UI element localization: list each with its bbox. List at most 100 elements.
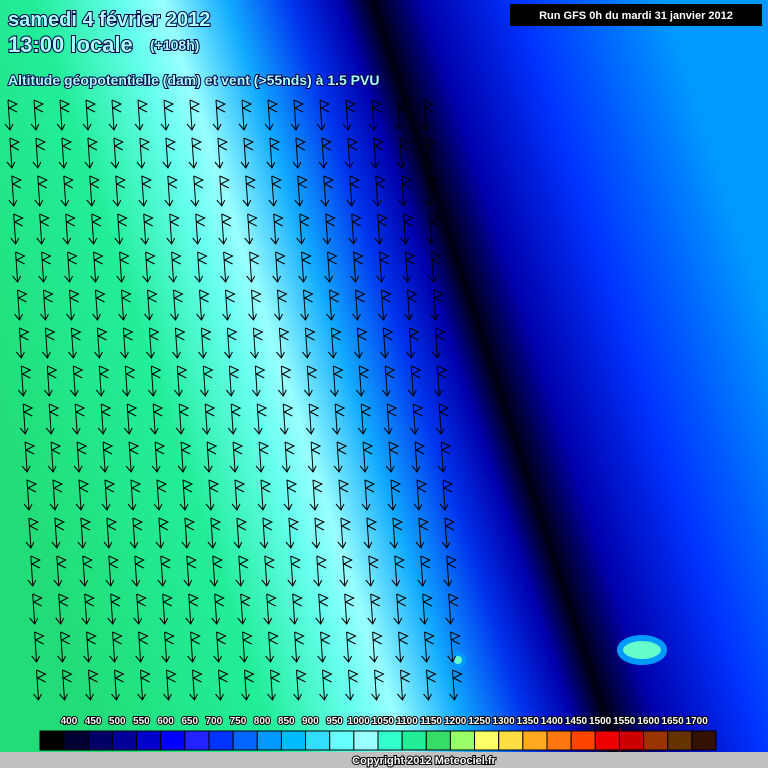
wind-barb [85,669,99,701]
wind-barb [47,441,62,473]
wind-barb [422,137,437,169]
legend-swatch [136,730,162,751]
legend-label: 850 [278,716,295,727]
legend-swatch [522,730,548,751]
wind-barb [149,403,164,435]
wind-barb [326,289,340,321]
wind-barb [291,631,305,663]
wind-barb [170,289,184,321]
wind-barb [328,327,342,359]
wind-barb [95,365,110,397]
wind-barb [420,99,435,131]
legend-label: 600 [157,716,174,727]
wind-barb [235,555,249,587]
wind-barb [380,327,394,359]
wind-barb [303,365,318,397]
wind-barb [136,137,151,169]
wind-barb [163,669,177,701]
wind-barb [363,517,378,549]
wind-barb [10,213,24,245]
run-box [510,4,762,26]
legend-swatch [329,730,355,751]
wind-barb [105,555,119,587]
wind-barb [207,517,222,549]
wind-barb [255,441,270,473]
wind-barb [316,99,331,131]
legend-swatch [256,730,282,751]
wind-barb [406,327,420,359]
legend-label: 1200 [444,716,467,727]
wind-barb [378,289,392,321]
wind-barb [290,99,305,131]
wind-barb [296,213,310,245]
wind-barb [213,631,227,663]
legend-swatch [160,730,186,751]
legend-label: 1250 [468,716,491,727]
wind-barb [268,175,282,207]
wind-barb [402,251,416,283]
wind-barb [75,479,90,511]
wind-barb [283,479,298,511]
wind-barb [343,631,357,663]
wind-barb [109,631,123,663]
wind-barb [212,99,227,131]
wind-barb [224,327,238,359]
wind-barb [233,517,248,549]
wind-barb [346,175,360,207]
legend-label: 1500 [589,716,612,727]
legend-label: 1450 [565,716,588,727]
wind-barb [77,517,92,549]
wind-barb [151,441,166,473]
wind-barb [99,441,114,473]
wind-barb [368,99,383,131]
wind-barb [110,137,125,169]
wind-barb [337,517,352,549]
wind-barb [251,365,266,397]
wind-barb [173,365,188,397]
wind-barb [108,99,123,131]
wind-barb [120,327,134,359]
wind-barb [134,99,149,131]
wind-barb [164,175,178,207]
wind-barb [315,593,329,625]
legend-label: 500 [109,716,126,727]
wind-barb [4,99,19,131]
wind-barb [23,479,38,511]
wind-barb [187,631,201,663]
wind-barb [345,669,359,701]
wind-barb [209,555,223,587]
legend-swatch [594,730,620,751]
run: Run GFS 0h du mardi 31 janvier 2012 [539,10,733,22]
wind-barb [231,479,246,511]
wind-barb [423,669,437,701]
wind-barb [272,251,286,283]
wind-barb [374,213,388,245]
legend-label: 550 [133,716,150,727]
legend-swatch [353,730,379,751]
wind-barb [32,137,47,169]
wind-barb [341,593,355,625]
wind-barb [51,517,66,549]
wind-barb [350,251,364,283]
wind-barb [135,631,149,663]
legend-swatch [425,730,451,751]
wind-barb [225,365,240,397]
wind-barb [270,213,284,245]
legend-swatch [449,730,476,751]
wind-barb [385,441,400,473]
wind-barb [60,175,74,207]
wind-barb [293,669,307,701]
wind-barb [166,213,180,245]
legend-swatch [305,730,331,751]
wind-barb [112,175,126,207]
wind-barb [241,669,255,701]
wind-barb [352,289,366,321]
wind-barb [394,99,409,131]
legend-swatch [377,730,403,751]
wind-barb [276,327,290,359]
wind-barb [8,175,22,207]
wind-barb [239,631,253,663]
wind-barb [140,213,154,245]
legend-swatch [691,730,717,751]
